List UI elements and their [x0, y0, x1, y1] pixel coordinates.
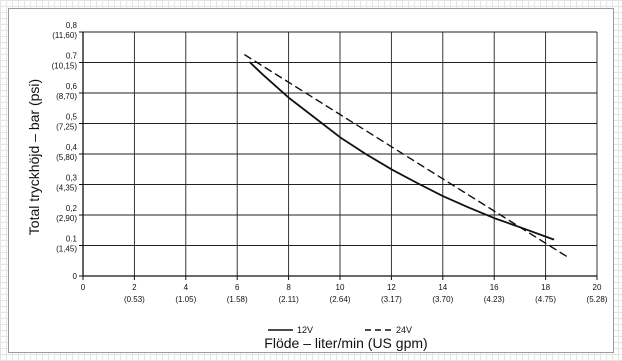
series-layer — [244, 54, 570, 259]
series-line-12v — [249, 61, 555, 241]
x-tick-label: 14 — [438, 283, 447, 292]
y-tick-label: 0,3 — [66, 174, 78, 183]
x-tick-sublabel: (0.53) — [124, 295, 145, 304]
y-axis-title: Total tryckhöjd – bar (psi) — [26, 79, 42, 235]
x-tick-sublabel: (3.17) — [381, 295, 402, 304]
x-tick-sublabel: (4.23) — [484, 295, 505, 304]
y-tick-label: 0.7 — [66, 52, 78, 61]
y-tick-label: 0,2 — [66, 204, 78, 213]
x-tick-label: 8 — [286, 283, 291, 292]
x-tick-sublabel: (1.05) — [175, 295, 196, 304]
x-tick-label: 16 — [490, 283, 499, 292]
series-line-24v — [244, 54, 570, 259]
x-tick-label: 0 — [81, 283, 86, 292]
x-tick-sublabel: (3.70) — [432, 295, 453, 304]
x-tick-sublabel: (5.28) — [587, 295, 608, 304]
y-tick-label: 0,8 — [66, 21, 78, 30]
y-tick-sublabel: (10,15) — [52, 62, 78, 71]
grid-layer — [83, 31, 598, 276]
y-tick-sublabel: (2,90) — [56, 214, 77, 223]
y-tick-sublabel: (8,70) — [56, 92, 77, 101]
x-tick-sublabel: (2.64) — [330, 295, 351, 304]
y-tick-sublabel: (7,25) — [56, 123, 77, 132]
x-tick-sublabel: (2.11) — [278, 295, 299, 304]
x-tick-label: 20 — [593, 283, 602, 292]
axes-layer — [79, 31, 598, 280]
y-tick-label: 0,6 — [66, 82, 78, 91]
y-tick-label: 0.1 — [66, 235, 78, 244]
x-tick-label: 2 — [132, 283, 137, 292]
y-tick-sublabel: (11,60) — [52, 31, 77, 40]
tick-layer: 0 2 (0.53) 4 (1.05) 6 (1.58) 8 (2.11) 10 (2.64) 12 (… — [52, 21, 608, 304]
x-tick-label: 12 — [387, 283, 396, 292]
x-tick-label: 6 — [235, 283, 240, 292]
x-tick-label: 18 — [541, 283, 550, 292]
y-tick-sublabel: (4,35) — [56, 184, 77, 193]
x-tick-label: 10 — [336, 283, 345, 292]
y-tick-sublabel: (5,80) — [56, 153, 77, 162]
y-tick-label: 0,4 — [66, 143, 78, 152]
y-tick-sublabel: (1,45) — [56, 245, 77, 254]
x-tick-sublabel: (4.75) — [535, 295, 556, 304]
legend: 12V 24V — [268, 325, 412, 335]
legend-label-24v: 24V — [396, 325, 412, 335]
x-axis-title: Flöde – liter/min (US gpm) — [264, 335, 427, 351]
x-tick-label: 4 — [184, 283, 189, 292]
chart-frame — [8, 8, 614, 353]
x-tick-sublabel: (1.58) — [227, 295, 248, 304]
y-tick-label: 0,5 — [66, 113, 78, 122]
legend-label-12v: 12V — [297, 325, 313, 335]
y-tick-label: 0 — [73, 272, 78, 281]
